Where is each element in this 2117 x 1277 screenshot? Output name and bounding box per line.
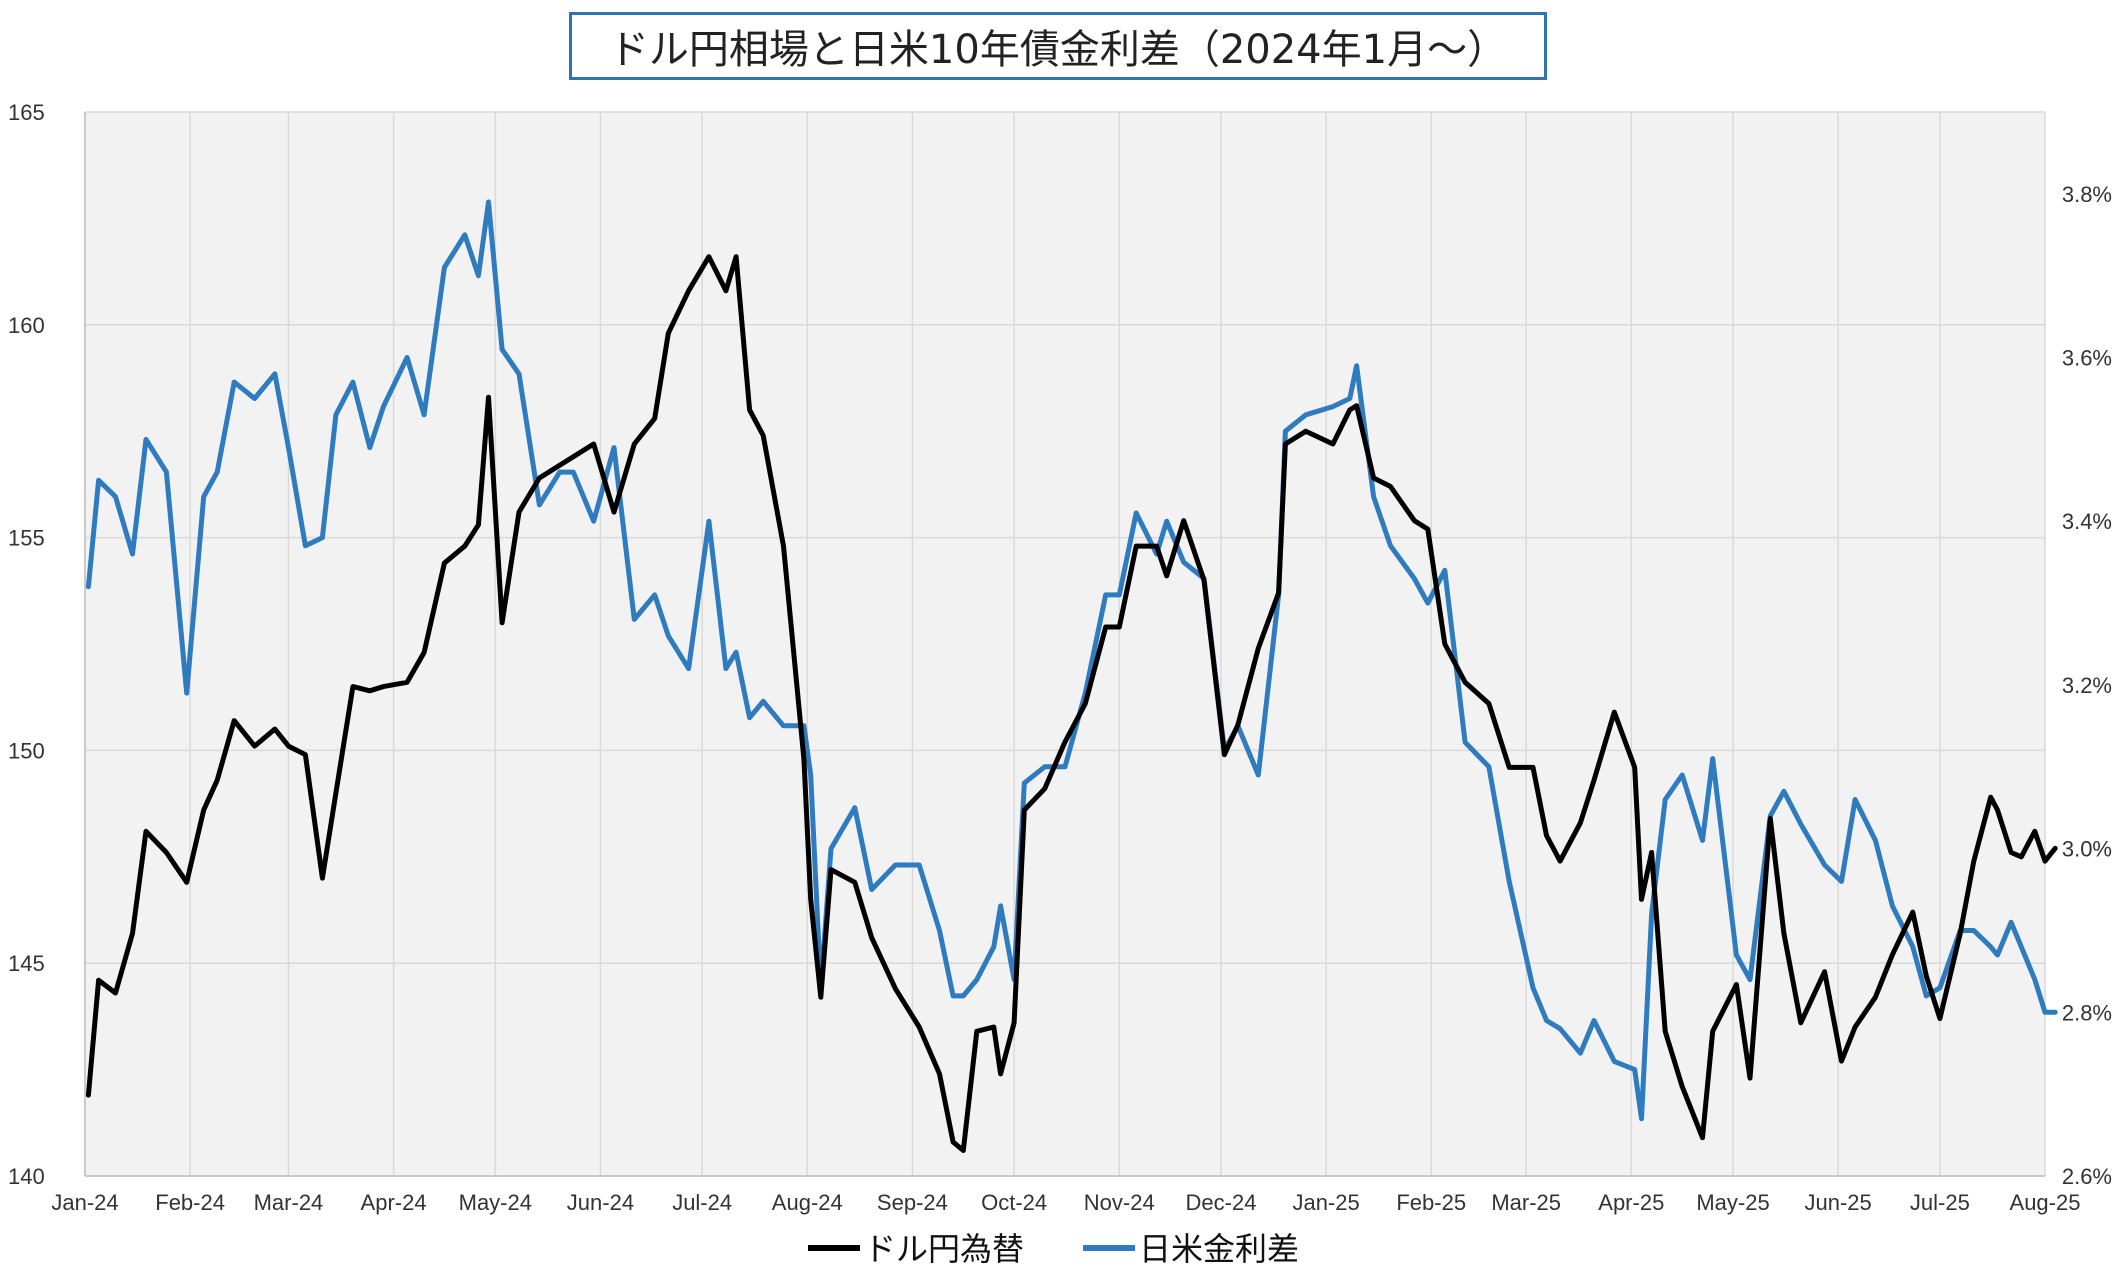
y-left-tick-label: 145	[8, 951, 45, 976]
y-right-tick-label: 3.2%	[2062, 673, 2112, 698]
x-tick-label: Apr-25	[1598, 1190, 1664, 1215]
plot-area	[85, 112, 2045, 1176]
x-tick-label: Feb-25	[1396, 1190, 1466, 1215]
x-tick-label: Sep-24	[877, 1190, 948, 1215]
y-right-tick-label: 3.4%	[2062, 509, 2112, 534]
x-tick-label: Jan-24	[51, 1190, 118, 1215]
y-left-tick-label: 160	[8, 313, 45, 338]
series-line-usdjpy	[85, 254, 2058, 1153]
legend-label: 日米金利差	[1139, 1230, 1299, 1268]
y-left-tick-label: 155	[8, 526, 45, 551]
x-tick-label: May-25	[1696, 1190, 1769, 1215]
y-right-tick-label: 2.8%	[2062, 1000, 2112, 1025]
x-tick-label: Nov-24	[1084, 1190, 1155, 1215]
x-tick-label: Apr-24	[361, 1190, 427, 1215]
x-tick-label: Jan-25	[1292, 1190, 1359, 1215]
x-tick-label: Feb-24	[155, 1190, 225, 1215]
chart-title-box: ドル円相場と日米10年債金利差（2024年1月～）	[569, 12, 1547, 80]
y-right-tick-label: 3.6%	[2062, 346, 2112, 371]
y-right-tick-label: 2.6%	[2062, 1164, 2112, 1189]
gridlines	[84, 111, 2046, 1177]
x-tick-label: Jun-24	[567, 1190, 634, 1215]
y-left-tick-label: 140	[8, 1164, 45, 1189]
x-tick-label: Aug-24	[772, 1190, 843, 1215]
x-tick-label: Jun-25	[1805, 1190, 1872, 1215]
series-line-yield-spread	[85, 199, 2058, 1122]
x-tick-label: Mar-24	[254, 1190, 324, 1215]
x-tick-label: May-24	[459, 1190, 532, 1215]
axes: Jan-24 Feb-24 Mar-24 Apr-24 May-24 Jun-24 Jul-…	[8, 100, 2112, 1215]
chart-title: ドル円相場と日米10年債金利差（2024年1月～）	[608, 27, 1508, 73]
x-tick-label: Jul-24	[672, 1190, 732, 1215]
x-tick-label: Mar-25	[1491, 1190, 1561, 1215]
y-right-tick-label: 3.0%	[2062, 837, 2112, 862]
x-tick-label: Aug-25	[2010, 1190, 2081, 1215]
x-tick-label: Jul-25	[1910, 1190, 1970, 1215]
legend: ドル円為替 日米金利差	[808, 1230, 1299, 1268]
y-right-tick-label: 3.8%	[2062, 182, 2112, 207]
y-left-tick-label: 165	[8, 100, 45, 125]
x-tick-label: Oct-24	[981, 1190, 1047, 1215]
x-tick-label: Dec-24	[1186, 1190, 1257, 1215]
legend-label: ドル円為替	[864, 1230, 1024, 1268]
series-layer	[85, 199, 2058, 1153]
y-left-tick-label: 150	[8, 738, 45, 763]
